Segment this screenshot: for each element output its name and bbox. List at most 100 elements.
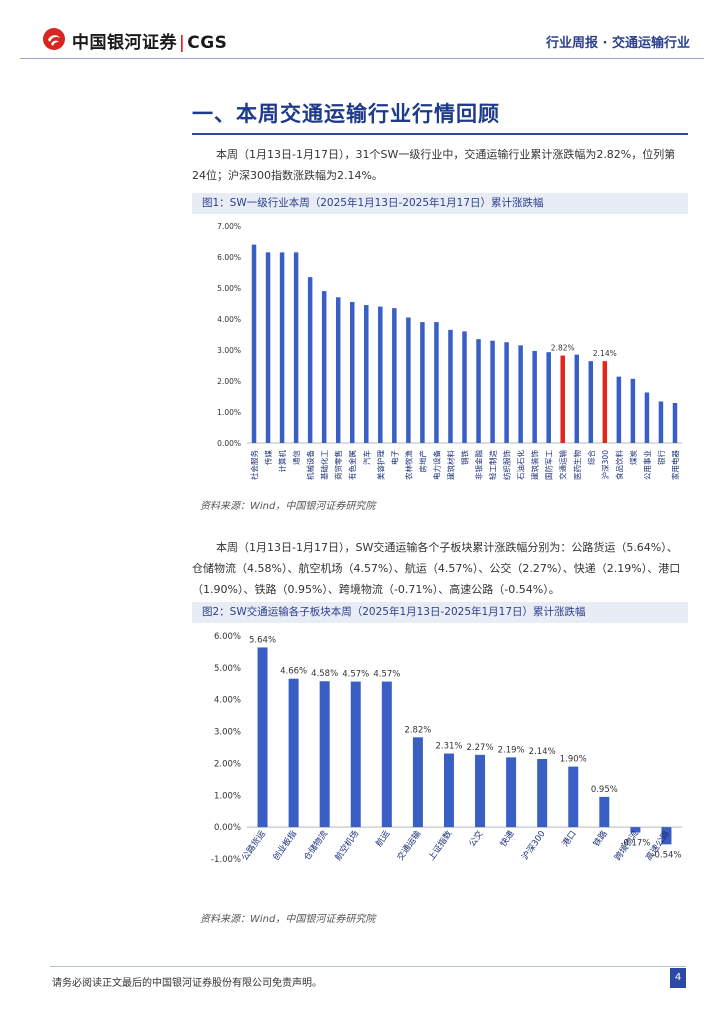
footer-divider — [50, 966, 686, 967]
category-tick-label: 食品饮料 — [614, 450, 624, 480]
bar — [378, 306, 383, 443]
data-label: -0.17% — [620, 839, 650, 849]
bar — [319, 681, 330, 828]
data-label: 2.14% — [593, 349, 617, 358]
category-tick-label: 快递 — [498, 828, 517, 849]
bar — [560, 355, 565, 443]
company-logo-text: 中国银河证券 | CGS — [72, 33, 228, 53]
bar — [504, 342, 509, 443]
bar — [279, 252, 285, 443]
bar — [288, 678, 299, 828]
y-tick-label: -1.00% — [211, 855, 241, 865]
bar — [588, 361, 594, 443]
y-tick-label: 5.00% — [217, 284, 241, 293]
category-tick-label: 有色金属 — [347, 450, 357, 480]
category-tick-label: 美容护理 — [375, 450, 385, 480]
data-label: 4.57% — [342, 670, 369, 680]
category-tick-label: 航空机场 — [333, 829, 362, 863]
category-tick-label: 家用电器 — [670, 450, 680, 480]
figure1-caption: 图1：SW一级行业本周（2025年1月13日-2025年1月17日）累计涨跌幅 — [192, 193, 688, 214]
figure2-source: 资料来源：Wind，中国银河证券研究院 — [200, 914, 376, 925]
bar — [518, 345, 523, 443]
page-number: 4 — [670, 968, 686, 988]
category-tick-label: 农林牧渔 — [403, 450, 413, 480]
category-tick-label: 电力设备 — [431, 450, 441, 480]
figure2-caption: 图2：SW交通运输各子板块本周（2025年1月13日-2025年1月17日）累计… — [192, 602, 688, 623]
category-tick-label: 电子 — [389, 450, 399, 465]
y-tick-label: 2.00% — [214, 759, 241, 769]
category-tick-label: 上证指数 — [426, 828, 455, 863]
cgs-logo-icon — [43, 28, 65, 50]
bar — [412, 737, 423, 828]
header-divider — [20, 58, 704, 59]
data-label: 2.82% — [404, 725, 431, 735]
data-label: -0.54% — [651, 850, 681, 860]
category-tick-label: 传媒 — [263, 450, 273, 465]
category-tick-label: 银行 — [656, 450, 666, 465]
page-header: 中国银河证券 | CGS 行业周报 · 交通运输行业 — [0, 0, 724, 60]
category-tick-label: 综合 — [586, 450, 596, 465]
y-tick-label: 5.00% — [214, 664, 241, 674]
data-label: 4.66% — [280, 667, 307, 677]
y-tick-label: 6.00% — [217, 253, 241, 262]
data-label: 2.14% — [529, 747, 556, 757]
category-tick-label: 医药生物 — [572, 450, 582, 480]
category-tick-label: 公交 — [467, 828, 486, 849]
category-tick-label: 社会服务 — [249, 450, 259, 480]
bar — [448, 329, 453, 443]
category-tick-label: 纺织服饰 — [502, 450, 512, 480]
bar — [630, 827, 641, 833]
figure1-source: 资料来源：Wind，中国银河证券研究院 — [200, 501, 376, 512]
data-label: 5.64% — [249, 635, 276, 645]
y-tick-label: 2.00% — [217, 377, 241, 386]
category-tick-label: 非银金融 — [474, 450, 484, 480]
data-label: 2.82% — [551, 344, 575, 353]
bar — [599, 796, 610, 828]
bar — [293, 252, 299, 443]
bar — [490, 340, 495, 443]
category-tick-label: 交通运输 — [558, 450, 568, 480]
bar — [443, 753, 454, 828]
category-tick-label: 商贸零售 — [333, 450, 343, 480]
paragraph-subsector-summary: 本周（1月13日-1月17日），SW交通运输各个子板块累计涨跌幅分别为：公路货运… — [192, 541, 681, 596]
category-tick-label: 煤炭 — [628, 450, 638, 465]
category-tick-label: 房地产 — [417, 450, 427, 473]
data-label: 2.31% — [435, 742, 462, 752]
bar — [574, 354, 580, 443]
bar — [392, 308, 397, 443]
category-tick-label: 建筑装饰 — [530, 450, 540, 480]
bar — [251, 244, 257, 443]
y-tick-label: 3.00% — [217, 346, 241, 355]
category-tick-label: 石油石化 — [516, 450, 526, 480]
bar — [658, 401, 664, 443]
category-tick-label: 通信 — [291, 450, 301, 465]
bar — [462, 331, 467, 443]
bar — [349, 301, 355, 443]
bar — [335, 297, 341, 443]
category-tick-label: 基础化工 — [319, 450, 329, 480]
bar — [420, 322, 425, 443]
category-tick-label: 仓储物流 — [302, 828, 331, 863]
y-tick-label: 0.00% — [214, 823, 241, 833]
y-tick-label: 1.00% — [214, 791, 241, 801]
figure1-bar-chart: 0.00% 1.00% 2.00% 3.00% 4.00% 5.00% 6.00% 7.00%… — [217, 222, 682, 480]
bar — [672, 403, 678, 443]
y-tick-label: 6.00% — [214, 632, 241, 642]
y-tick-label: 1.00% — [217, 408, 241, 417]
category-tick-label: 轻工制造 — [488, 450, 498, 480]
data-label: 4.58% — [311, 669, 338, 679]
report-type: 行业周报 · 交通运输行业 — [546, 36, 690, 51]
bar — [568, 766, 579, 828]
y-tick-label: 0.00% — [217, 439, 241, 448]
data-label: 2.19% — [498, 745, 525, 755]
bar — [350, 681, 361, 828]
category-tick-label: 创业板指 — [271, 828, 300, 863]
data-label: 0.95% — [591, 785, 618, 795]
data-label: 4.57% — [373, 670, 400, 680]
category-tick-label: 交通运输 — [395, 828, 424, 863]
title-underline — [192, 133, 688, 135]
data-label: 2.27% — [467, 743, 494, 753]
bar — [434, 322, 439, 443]
bar — [546, 352, 551, 443]
y-tick-label: 4.00% — [214, 696, 241, 706]
